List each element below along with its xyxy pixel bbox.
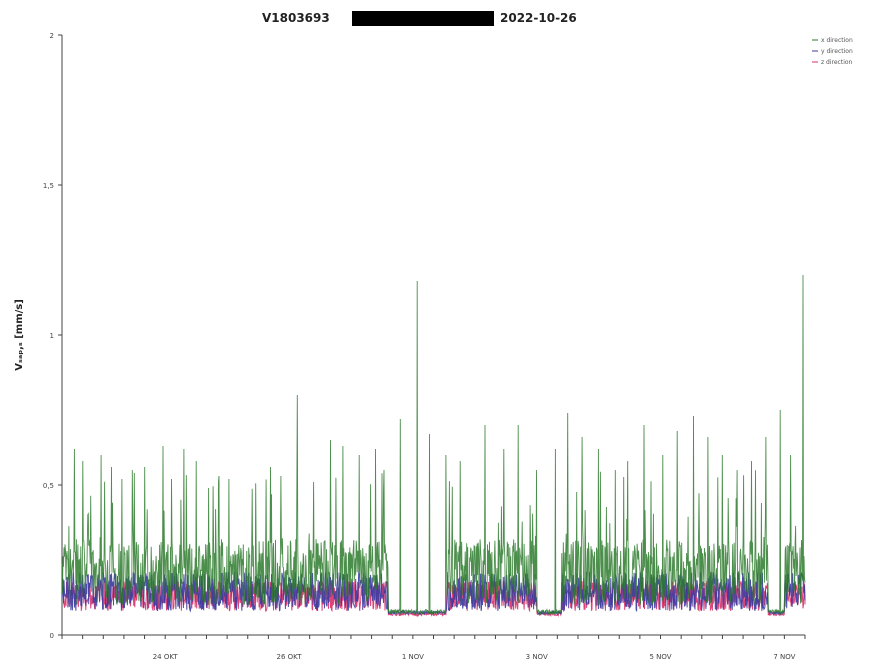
y-tick-label: 2 [50,32,54,40]
legend-label: z direction [821,59,853,66]
title-right: 2022-10-26 [500,11,577,25]
y-axis-label: Vₛₐₚ,ₛ [mm/s] [14,299,25,371]
series-line-x-direction [61,274,806,616]
legend-label: y direction [821,48,853,55]
y-tick-label: 0 [50,632,54,640]
redaction-bar [352,11,494,26]
y-axis: 0 0,5 1 1,5 2 [43,32,63,640]
legend: x direction y direction z direction [812,37,853,66]
chart-title: V1803693 2022-10-26 [262,11,577,26]
x-tick-label: 7 NOV [773,653,795,661]
y-tick-label: 1 [50,332,54,340]
x-tick-label: 1 NOV [402,653,424,661]
title-left: V1803693 [262,11,330,25]
y-tick-label: 0,5 [43,482,54,490]
x-tick-label: 24 OKT [153,653,179,661]
x-tick-label: 3 NOV [526,653,548,661]
x-tick-label: 26 OKT [277,653,303,661]
legend-label: x direction [821,37,853,44]
series-lines [61,274,806,618]
y-tick-label: 1,5 [43,182,54,190]
x-tick-label: 5 NOV [649,653,671,661]
x-axis: 24 OKT 26 OKT 1 NOV 3 NOV 5 NOV 7 NOV [61,634,806,661]
